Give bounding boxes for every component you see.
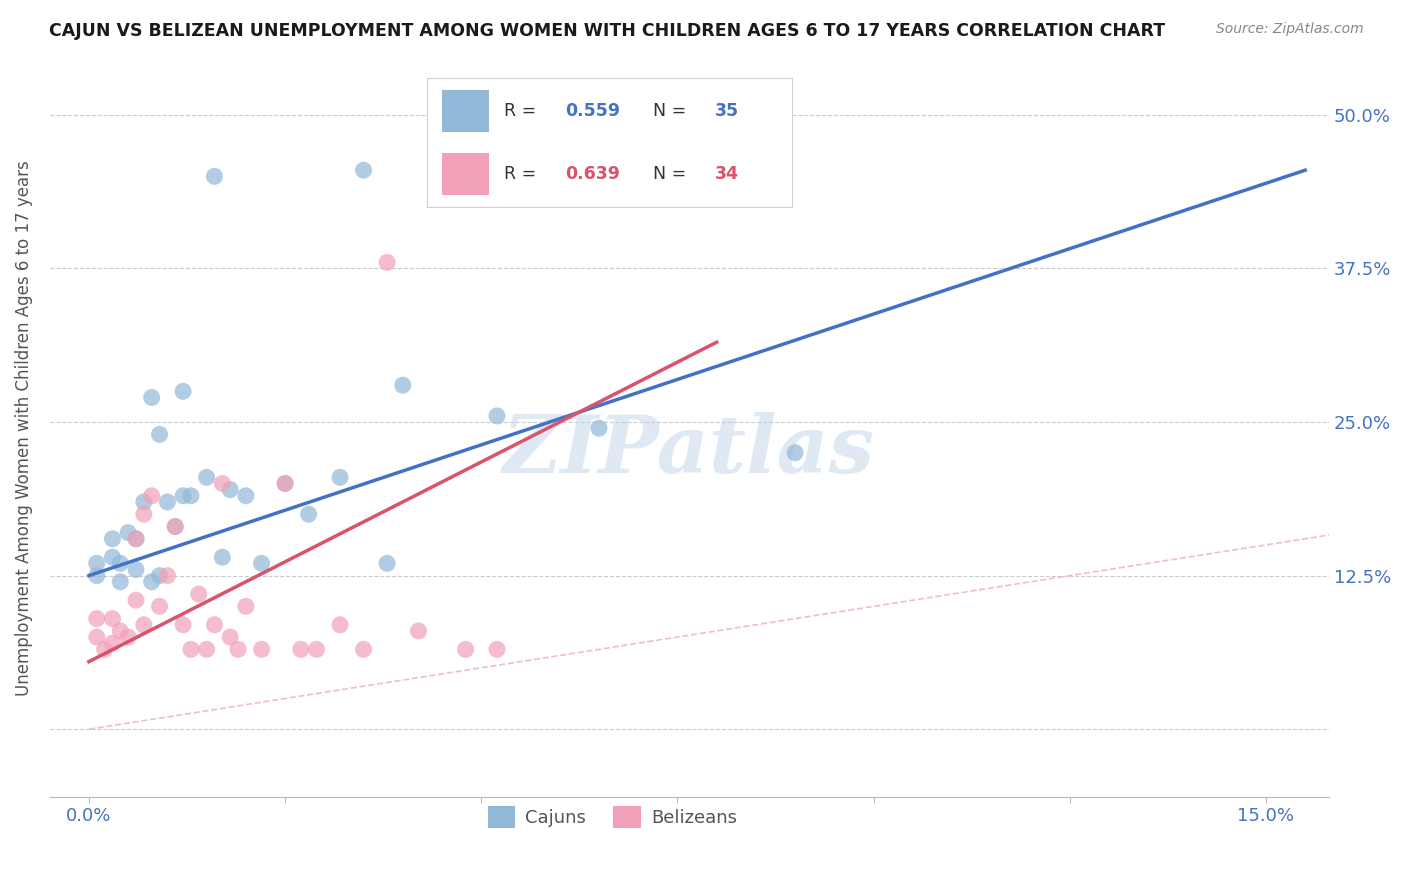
Point <box>172 384 194 399</box>
Point <box>195 470 218 484</box>
Point <box>211 476 233 491</box>
Point <box>454 157 477 171</box>
Point <box>375 557 398 571</box>
Point <box>148 427 170 442</box>
Y-axis label: Unemployment Among Women with Children Ages 6 to 17 years: Unemployment Among Women with Children A… <box>15 161 32 696</box>
Point <box>195 642 218 657</box>
Point <box>117 525 139 540</box>
Legend: Cajuns, Belizeans: Cajuns, Belizeans <box>481 799 745 836</box>
Point <box>93 642 115 657</box>
Point <box>132 495 155 509</box>
Point <box>290 642 312 657</box>
Point <box>187 587 209 601</box>
Text: Source: ZipAtlas.com: Source: ZipAtlas.com <box>1216 22 1364 37</box>
Point <box>211 550 233 565</box>
Point <box>298 507 321 521</box>
Point <box>148 599 170 614</box>
Point <box>156 495 179 509</box>
Point <box>165 519 187 533</box>
Point <box>274 476 297 491</box>
Point <box>305 642 328 657</box>
Point <box>125 593 148 607</box>
Point <box>375 255 398 269</box>
Point <box>141 391 163 405</box>
Point <box>125 532 148 546</box>
Point <box>485 409 508 423</box>
Point <box>250 642 273 657</box>
Point <box>204 169 226 184</box>
Point <box>485 642 508 657</box>
Point <box>329 470 352 484</box>
Point <box>156 568 179 582</box>
Point <box>454 642 477 657</box>
Point <box>408 624 430 638</box>
Point <box>101 532 124 546</box>
Point <box>110 624 132 638</box>
Point <box>180 642 202 657</box>
Point <box>101 636 124 650</box>
Point <box>86 630 108 644</box>
Point <box>132 617 155 632</box>
Point <box>165 519 187 533</box>
Point <box>132 507 155 521</box>
Point <box>329 617 352 632</box>
Point <box>86 557 108 571</box>
Point <box>204 617 226 632</box>
Point <box>353 163 375 178</box>
Point <box>785 446 807 460</box>
Point <box>274 476 297 491</box>
Point <box>235 599 257 614</box>
Text: ZIPatlas: ZIPatlas <box>503 411 876 489</box>
Point <box>353 642 375 657</box>
Point <box>226 642 249 657</box>
Point <box>141 489 163 503</box>
Point <box>391 378 413 392</box>
Point <box>250 557 273 571</box>
Point <box>101 550 124 565</box>
Point <box>125 532 148 546</box>
Point <box>172 617 194 632</box>
Point <box>117 630 139 644</box>
Point <box>86 612 108 626</box>
Point <box>219 630 242 644</box>
Point <box>588 421 610 435</box>
Point <box>141 574 163 589</box>
Point <box>101 612 124 626</box>
Point <box>110 574 132 589</box>
Point <box>219 483 242 497</box>
Point <box>125 562 148 576</box>
Point <box>235 489 257 503</box>
Text: CAJUN VS BELIZEAN UNEMPLOYMENT AMONG WOMEN WITH CHILDREN AGES 6 TO 17 YEARS CORR: CAJUN VS BELIZEAN UNEMPLOYMENT AMONG WOM… <box>49 22 1166 40</box>
Point <box>172 489 194 503</box>
Point <box>110 557 132 571</box>
Point <box>148 568 170 582</box>
Point <box>86 568 108 582</box>
Point <box>180 489 202 503</box>
